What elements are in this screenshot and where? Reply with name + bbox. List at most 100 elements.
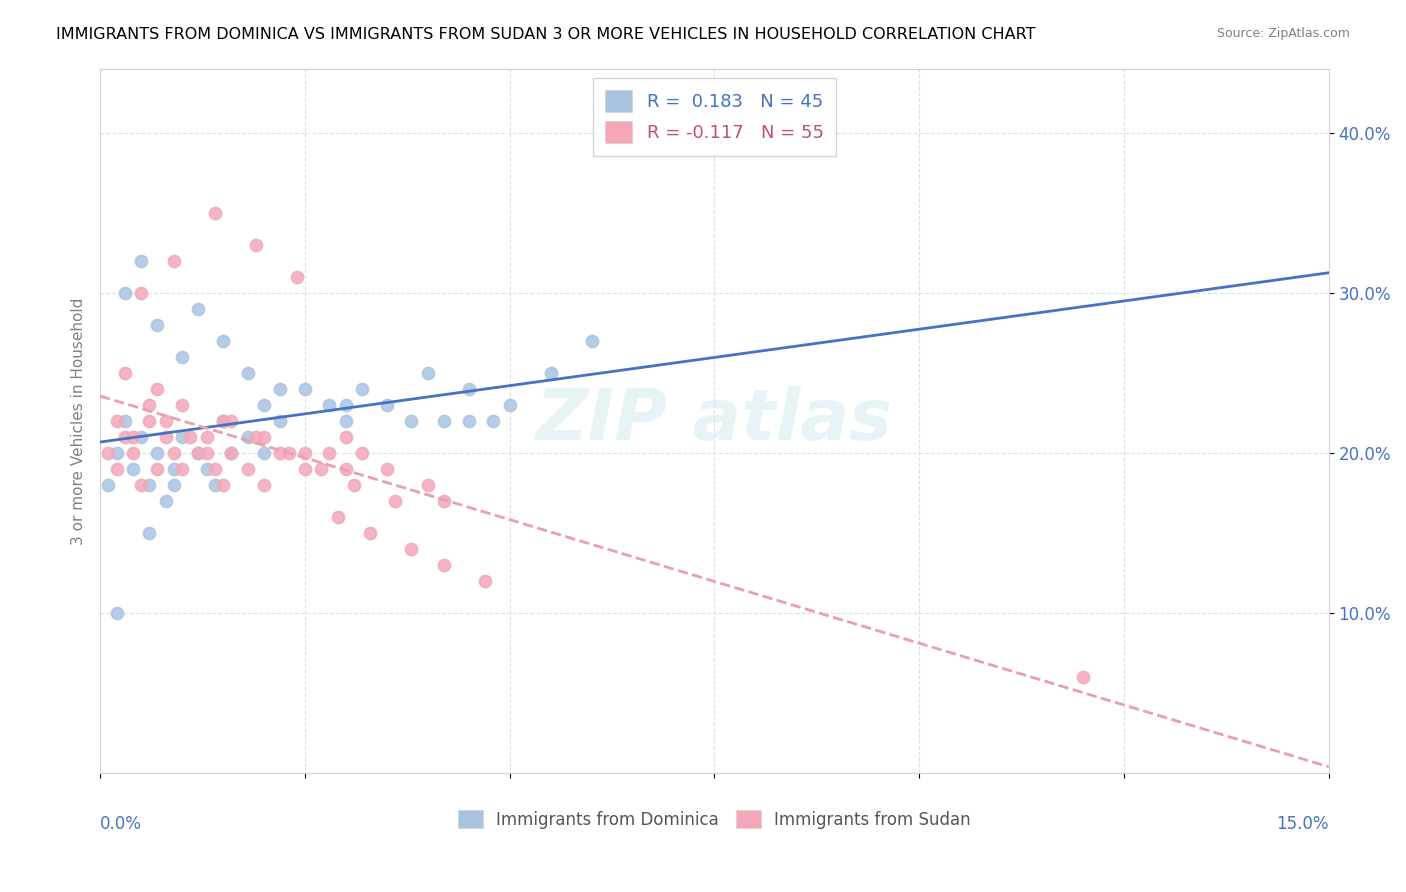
Point — [146, 318, 169, 332]
Point — [253, 398, 276, 412]
Point — [195, 446, 218, 460]
Point — [359, 525, 381, 540]
Point — [433, 494, 456, 508]
Point — [416, 478, 439, 492]
Point — [474, 574, 496, 588]
Text: IMMIGRANTS FROM DOMINICA VS IMMIGRANTS FROM SUDAN 3 OR MORE VEHICLES IN HOUSEHOL: IMMIGRANTS FROM DOMINICA VS IMMIGRANTS F… — [56, 27, 1036, 42]
Point — [204, 205, 226, 219]
Point — [138, 414, 160, 428]
Point — [212, 414, 235, 428]
Point — [253, 446, 276, 460]
Text: 0.0%: 0.0% — [100, 815, 142, 833]
Point — [401, 541, 423, 556]
Point — [138, 478, 160, 492]
Point — [187, 446, 209, 460]
Point — [352, 446, 374, 460]
Point — [170, 350, 193, 364]
Point — [219, 446, 242, 460]
Point — [482, 414, 505, 428]
Point — [163, 462, 186, 476]
Point — [294, 462, 316, 476]
Point — [294, 446, 316, 460]
Point — [318, 398, 340, 412]
Point — [204, 462, 226, 476]
Point — [335, 430, 357, 444]
Point — [114, 366, 136, 380]
Point — [219, 446, 242, 460]
Point — [1071, 670, 1094, 684]
Point — [212, 478, 235, 492]
Point — [269, 414, 291, 428]
Point — [122, 446, 145, 460]
Point — [269, 446, 291, 460]
Point — [285, 269, 308, 284]
Point — [335, 462, 357, 476]
Point — [581, 334, 603, 348]
Point — [105, 446, 128, 460]
Point — [170, 398, 193, 412]
Point — [212, 334, 235, 348]
Point — [97, 446, 120, 460]
Point — [155, 414, 177, 428]
Point — [343, 478, 366, 492]
Point — [204, 478, 226, 492]
Point — [318, 446, 340, 460]
Point — [253, 478, 276, 492]
Point — [212, 414, 235, 428]
Point — [294, 382, 316, 396]
Point — [129, 478, 152, 492]
Point — [236, 462, 259, 476]
Point — [163, 446, 186, 460]
Point — [114, 285, 136, 300]
Point — [129, 430, 152, 444]
Point — [195, 430, 218, 444]
Text: 15.0%: 15.0% — [1277, 815, 1329, 833]
Point — [122, 430, 145, 444]
Point — [335, 398, 357, 412]
Point — [163, 253, 186, 268]
Text: ZIP atlas: ZIP atlas — [536, 386, 893, 455]
Legend: R =  0.183   N = 45, R = -0.117   N = 55: R = 0.183 N = 45, R = -0.117 N = 55 — [592, 78, 837, 156]
Point — [269, 382, 291, 396]
Point — [384, 494, 406, 508]
Point — [114, 430, 136, 444]
Point — [433, 414, 456, 428]
Point — [457, 382, 479, 396]
Point — [146, 462, 169, 476]
Point — [155, 494, 177, 508]
Point — [105, 414, 128, 428]
Point — [433, 558, 456, 572]
Point — [540, 366, 562, 380]
Point — [146, 446, 169, 460]
Point — [146, 382, 169, 396]
Point — [122, 462, 145, 476]
Point — [236, 366, 259, 380]
Point — [129, 285, 152, 300]
Point — [326, 510, 349, 524]
Point — [457, 414, 479, 428]
Point — [352, 382, 374, 396]
Point — [253, 430, 276, 444]
Point — [105, 606, 128, 620]
Point — [114, 414, 136, 428]
Point — [245, 237, 267, 252]
Point — [245, 430, 267, 444]
Point — [277, 446, 299, 460]
Point — [335, 414, 357, 428]
Point — [179, 430, 201, 444]
Point — [97, 478, 120, 492]
Point — [219, 414, 242, 428]
Point — [236, 430, 259, 444]
Point — [195, 462, 218, 476]
Point — [155, 430, 177, 444]
Point — [163, 478, 186, 492]
Point — [105, 462, 128, 476]
Point — [138, 525, 160, 540]
Point — [170, 462, 193, 476]
Point — [138, 398, 160, 412]
Point — [170, 430, 193, 444]
Point — [375, 398, 398, 412]
Point — [311, 462, 333, 476]
Point — [416, 366, 439, 380]
Y-axis label: 3 or more Vehicles in Household: 3 or more Vehicles in Household — [72, 297, 86, 544]
